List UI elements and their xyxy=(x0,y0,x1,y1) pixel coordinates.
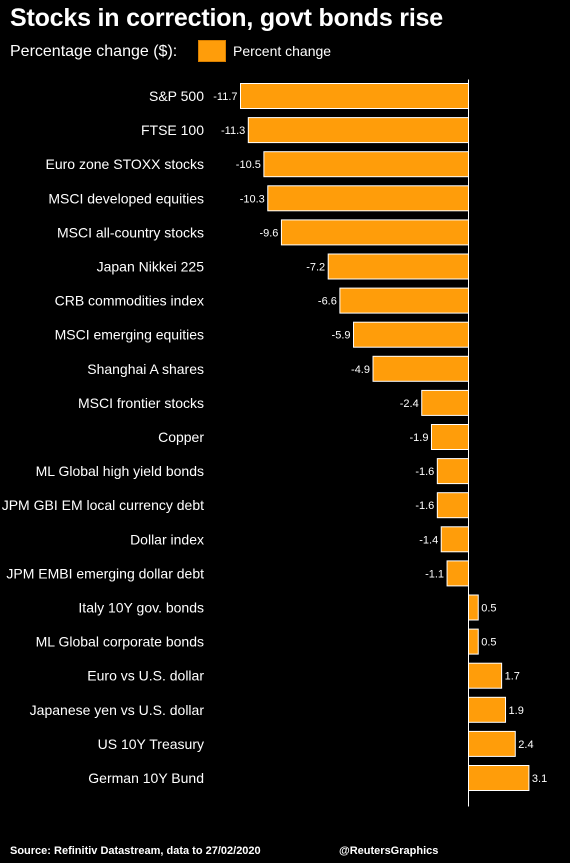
data-label: 0.5 xyxy=(481,603,496,615)
category-label: Euro vs U.S. dollar xyxy=(87,668,204,684)
category-label: Copper xyxy=(158,429,204,445)
bar xyxy=(327,253,470,280)
data-label: 1.9 xyxy=(509,705,524,717)
data-label: -2.4 xyxy=(400,398,419,410)
category-label: CRB commodities index xyxy=(55,293,204,309)
bar xyxy=(468,696,507,723)
data-label: -10.5 xyxy=(236,159,261,171)
category-label: Japan Nikkei 225 xyxy=(97,259,205,275)
legend-label: Percent change xyxy=(233,43,332,59)
category-label: MSCI all-country stocks xyxy=(57,224,204,240)
data-label: 3.1 xyxy=(532,773,547,785)
data-label: -1.1 xyxy=(425,568,444,580)
data-label: 1.7 xyxy=(505,671,520,683)
category-label: JPM GBI EM local currency debt xyxy=(2,497,204,513)
category-label: Shanghai A shares xyxy=(87,361,204,377)
data-label: -11.3 xyxy=(221,125,245,137)
bar xyxy=(468,730,516,757)
data-label: -11.7 xyxy=(213,91,237,103)
chart-title: Stocks in correction, govt bonds rise xyxy=(10,4,443,32)
data-label: -1.9 xyxy=(410,432,429,444)
data-label: -5.9 xyxy=(332,330,351,342)
bar xyxy=(240,83,469,109)
category-label: MSCI emerging equities xyxy=(55,327,204,343)
category-label: MSCI frontier stocks xyxy=(78,395,204,411)
bar xyxy=(353,321,469,348)
category-label: Japanese yen vs U.S. dollar xyxy=(30,702,205,718)
bar xyxy=(263,151,469,178)
bar xyxy=(267,185,469,212)
category-label: German 10Y Bund xyxy=(88,770,204,786)
bar xyxy=(436,492,470,519)
data-label: -10.3 xyxy=(240,193,265,205)
data-label: -1.4 xyxy=(419,534,438,546)
legend-swatch xyxy=(198,40,226,62)
data-label: -9.6 xyxy=(259,227,278,239)
bar xyxy=(436,458,470,485)
data-label: 0.5 xyxy=(481,637,496,649)
data-label: -6.6 xyxy=(318,296,337,308)
bar xyxy=(446,560,470,587)
bar xyxy=(468,662,503,689)
credit-note: @ReutersGraphics xyxy=(339,845,439,857)
data-label: -4.9 xyxy=(351,364,370,376)
data-label: -1.6 xyxy=(415,500,434,512)
bar xyxy=(468,594,479,621)
source-note: Source: Refinitiv Datastream, data to 27… xyxy=(10,845,261,857)
bar xyxy=(440,526,470,553)
bar xyxy=(280,219,469,246)
category-label: MSCI developed equities xyxy=(48,190,204,206)
category-label: S&P 500 xyxy=(149,88,204,104)
category-label: US 10Y Treasury xyxy=(98,736,204,752)
chart-subtitle: Percentage change ($): xyxy=(10,43,178,60)
data-label: -7.2 xyxy=(306,262,325,274)
bar xyxy=(372,355,469,382)
category-label: Dollar index xyxy=(130,531,204,547)
category-label: FTSE 100 xyxy=(141,122,204,138)
category-label: Italy 10Y gov. bonds xyxy=(78,600,204,616)
category-label: ML Global high yield bonds xyxy=(36,463,204,479)
bar xyxy=(421,389,470,416)
category-label: ML Global corporate bonds xyxy=(36,634,204,650)
data-label: -1.6 xyxy=(415,466,434,478)
category-label: Euro zone STOXX stocks xyxy=(46,156,204,172)
category-label: JPM EMBI emerging dollar debt xyxy=(6,565,204,581)
bar xyxy=(468,628,479,655)
data-label: 2.4 xyxy=(518,739,533,751)
bar xyxy=(339,287,469,314)
bar xyxy=(247,117,469,144)
bar xyxy=(430,424,470,450)
bar xyxy=(468,765,530,791)
